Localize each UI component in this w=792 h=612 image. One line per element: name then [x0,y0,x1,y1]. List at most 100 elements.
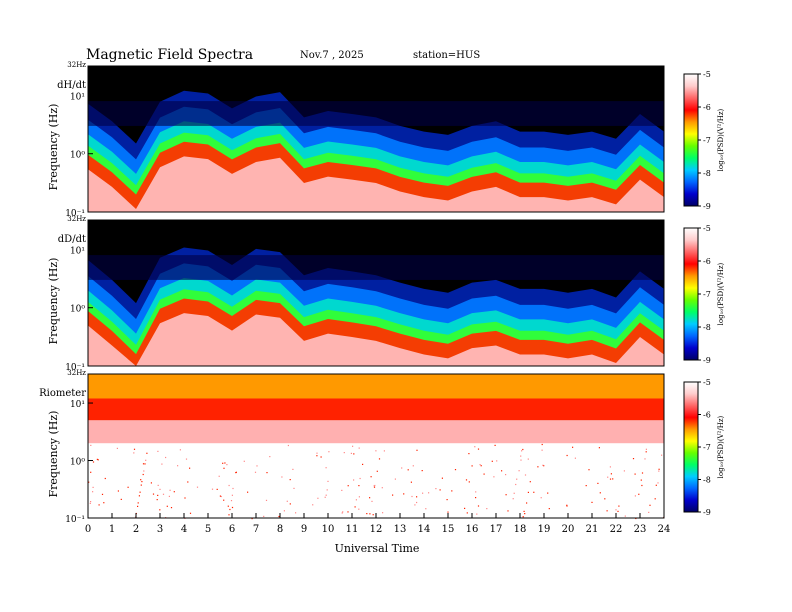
riometer-speckle [170,507,173,509]
riometer-speckle [92,491,94,493]
x-tick-label: 10 [322,524,335,535]
riometer-speckle [645,448,647,450]
riometer-speckle [372,514,374,516]
riometer-speckle [196,486,199,488]
riometer-speckle [468,481,470,483]
riometer-speckle [641,484,643,487]
colorbar-label: log₁₀(PSD)(V²/Hz) [717,415,725,478]
riometer-speckle [256,465,258,467]
riometer-speckle [265,499,268,501]
riometer-speckle [515,483,517,486]
riometer-speckle [289,479,291,481]
y-tick-label: 10⁰ [70,305,85,315]
riometer-speckle [266,472,268,474]
riometer-speckle [317,497,319,499]
figure-station: station=HUS [413,50,480,61]
riometer-speckle [523,510,525,512]
riometer-speckle [373,486,376,488]
riometer-speckle [137,505,139,507]
riometer-speckle [634,473,636,475]
riometer-speckle [524,474,527,476]
riometer-speckle [157,450,159,452]
riometer-speckle [645,451,647,453]
riometer-speckle [150,482,152,484]
x-tick-label: 19 [538,524,551,535]
riometer-speckle [159,509,161,511]
riometer-speckle [403,493,405,495]
colorbar-tick-label: -9 [703,356,711,365]
riometer-speckle [232,487,234,490]
x-tick-label: 8 [277,524,283,535]
riometer-speckle [612,478,614,480]
colorbar-tick-label: -5 [703,378,711,387]
riometer-speckle [251,518,253,520]
riometer-fade-band [88,420,664,444]
figure-title: Magnetic Field Spectra [86,47,253,63]
riometer-speckle [137,502,139,504]
riometer-speckle [211,488,214,490]
riometer-speckle [116,447,118,449]
riometer-speckle [394,478,396,480]
riometer-speckle [144,463,146,465]
riometer-speckle [522,448,524,451]
riometer-speckle [98,504,100,506]
panel-label: Riometer [39,388,86,399]
riometer-speckle [159,488,161,490]
riometer-speckle [165,456,167,459]
spectral-band-6 [88,156,664,212]
riometer-speckle [140,484,142,486]
riometer-speckle [243,460,245,462]
y-axis-label: Frequency (Hz) [47,258,60,345]
figure-date: Nov.7 , 2025 [300,50,364,61]
riometer-speckle [278,515,280,518]
riometer-speckle [269,456,271,458]
riometer-speckle [359,477,361,480]
riometer-speckle [281,476,283,478]
riometer-speckle [352,445,354,447]
riometer-speckle [143,470,145,472]
riometer-speckle [623,470,625,472]
riometer-speckle [187,481,189,483]
riometer-speckle [101,493,104,495]
riometer-speckle [617,510,619,512]
riometer-speckle [219,495,221,497]
riometer-speckle [189,512,192,514]
riometer-speckle [475,497,477,499]
y-tick-label: 10⁰ [70,458,85,468]
y-axis-label: Frequency (Hz) [47,411,60,498]
y-tick-label: 10⁻¹ [65,363,85,373]
riometer-speckle [287,444,289,447]
riometer-speckle [226,464,228,466]
riometer-speckle [410,481,412,483]
riometer-speckle [366,513,368,515]
riometer-speckle [358,485,360,487]
colorbar [683,381,699,513]
riometer-speckle [177,465,179,467]
riometer-speckle [644,458,646,460]
riometer-speckle [369,497,371,499]
riometer-speckle [371,500,373,502]
riometer-speckle [133,452,135,454]
x-tick-label: 4 [181,524,187,535]
riometer-speckle [501,470,503,472]
riometer-speckle [168,495,170,497]
riometer-speckle [229,508,231,511]
y-tick-label: 10¹ [70,92,85,102]
colorbar-tick-label: -9 [703,508,711,517]
x-tick-label: 16 [466,524,479,535]
riometer-speckle [591,501,593,503]
riometer-speckle [90,444,92,446]
colorbar-tick-label: -7 [703,290,711,299]
riometer-speckle [292,468,294,470]
riometer-speckle [231,506,234,509]
y-tick-label: 10⁻¹ [65,515,85,525]
riometer-speckle [145,459,147,461]
panel-label: dH/dt [57,80,86,91]
colorbar-tick-label: -5 [703,224,711,233]
riometer-speckle [624,515,626,517]
riometer-speckle [341,489,343,491]
colorbar-tick-label: -5 [703,70,711,79]
riometer-speckle [156,499,158,501]
riometer-speckle [479,464,481,466]
riometer-speckle [447,511,449,513]
